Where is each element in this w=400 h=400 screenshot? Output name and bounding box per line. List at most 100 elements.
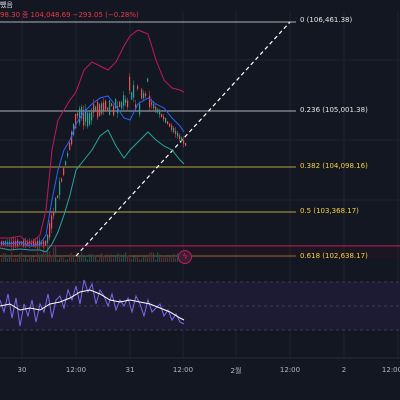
candle-body xyxy=(115,99,117,109)
volume-bar xyxy=(17,258,19,262)
volume-bar xyxy=(119,254,121,262)
volume-bar xyxy=(111,254,113,262)
candles xyxy=(1,73,187,250)
volume-bar xyxy=(137,257,139,262)
volume-bar xyxy=(99,254,101,262)
candle-body xyxy=(103,102,105,111)
alert-icon[interactable]: ϟ xyxy=(178,250,192,264)
volume-bar xyxy=(39,254,41,262)
x-tick-1200-b: 12:00 xyxy=(172,366,194,374)
candle-body xyxy=(141,89,143,99)
candle-body xyxy=(145,93,147,96)
fib-label-0: 0 (106,461.38) xyxy=(300,16,353,24)
volume-bar xyxy=(71,252,73,262)
candle-body xyxy=(135,104,137,108)
volume-bar xyxy=(115,254,117,262)
mid-band-line xyxy=(0,95,185,247)
volume-bar xyxy=(11,252,13,262)
candle-body xyxy=(147,78,149,82)
candle-body xyxy=(87,112,89,127)
volume-bar xyxy=(55,245,57,262)
volume-bar xyxy=(173,254,175,262)
change-value: −293.05 (−0.28%) xyxy=(72,11,139,19)
candle-body xyxy=(33,240,35,246)
x-tick-feb: 2월 xyxy=(230,367,242,375)
candle-body xyxy=(75,114,77,129)
volume-bar xyxy=(9,256,11,262)
x-tick-1200-c: 12:00 xyxy=(279,366,301,374)
fib-label-05: 0.5 (103,368.17) xyxy=(300,207,359,215)
volume-bar xyxy=(123,254,125,262)
volume-bar xyxy=(95,255,97,262)
candle-body xyxy=(179,135,181,139)
volume-bar xyxy=(49,251,51,262)
volume-bar xyxy=(163,255,165,262)
close-value: 104,048.69 xyxy=(30,11,71,19)
volume-bar xyxy=(103,255,105,262)
candle-body xyxy=(123,95,125,106)
candle-body xyxy=(9,241,11,245)
candle-body xyxy=(85,108,87,122)
candle-body xyxy=(171,125,173,130)
volume-bar xyxy=(61,256,63,262)
candle-body xyxy=(71,131,73,145)
volume-bar xyxy=(171,255,173,262)
volume-bar xyxy=(177,253,179,262)
volume-bar xyxy=(93,254,95,262)
oscillator-line xyxy=(0,279,185,327)
candle-body xyxy=(159,111,161,115)
volume-bar xyxy=(159,254,161,262)
candle-body xyxy=(29,241,31,245)
volume-bar xyxy=(37,252,39,262)
volume-bar xyxy=(29,254,31,262)
volume-bar xyxy=(141,258,143,262)
candle-body xyxy=(151,102,153,105)
candle-body xyxy=(125,99,127,103)
symbol-header: 뺐음 xyxy=(0,0,15,10)
volume-bar xyxy=(167,257,169,262)
candle-body xyxy=(57,195,59,199)
volume-bar xyxy=(5,253,7,262)
volume-bar xyxy=(105,256,107,262)
candle-body xyxy=(185,142,187,146)
volume-bar xyxy=(129,255,131,262)
candle-body xyxy=(35,241,37,245)
candle-body xyxy=(27,241,29,245)
volume-bar xyxy=(47,242,49,262)
candle-body xyxy=(157,109,159,113)
x-tick-30: 30 xyxy=(17,366,27,374)
volume-bar xyxy=(1,258,3,262)
candle-body xyxy=(177,133,179,137)
candle-body xyxy=(119,101,121,107)
volume-bar xyxy=(85,255,87,262)
header-price: 98.30 xyxy=(0,11,21,19)
volume-bar xyxy=(151,252,153,262)
candle-body xyxy=(109,100,111,115)
candle-body xyxy=(183,140,185,144)
fib-label-0382: 0.382 (104,098.16) xyxy=(300,162,368,170)
volume-bar xyxy=(53,247,55,262)
x-tick-1200-a: 12:00 xyxy=(65,366,87,374)
candle-body xyxy=(169,123,171,127)
candle-body xyxy=(7,241,9,245)
volume-bar xyxy=(67,259,69,262)
candle-body xyxy=(47,234,49,243)
volume-bar xyxy=(35,258,37,262)
volume-bar xyxy=(59,257,61,262)
lower-band-line xyxy=(0,129,185,253)
volume-bar xyxy=(101,253,103,262)
candle-body xyxy=(91,112,93,121)
candle-body xyxy=(19,241,21,245)
volume-bar xyxy=(133,256,135,262)
volume-bar xyxy=(117,253,119,262)
candle-body xyxy=(67,153,69,157)
volume-bar xyxy=(153,252,155,262)
candle-body xyxy=(51,215,53,229)
volume-bar xyxy=(7,258,9,262)
candle-body xyxy=(81,107,83,119)
candle-body xyxy=(77,113,79,116)
dashed-trend-line xyxy=(75,21,291,257)
candle-body xyxy=(121,102,123,109)
candle-body xyxy=(117,105,119,114)
